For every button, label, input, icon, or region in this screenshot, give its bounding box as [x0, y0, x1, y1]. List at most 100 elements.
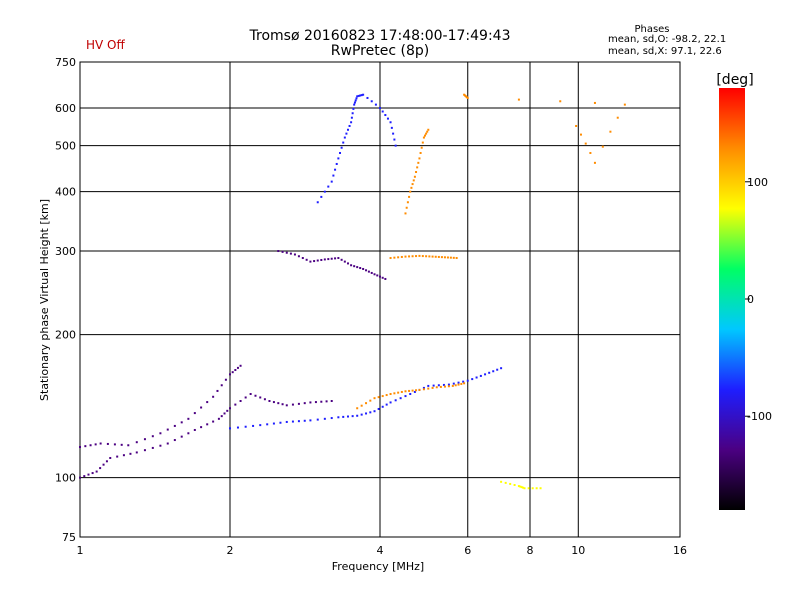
- y-tick-label: 75: [62, 531, 76, 544]
- scatter-point: [320, 258, 323, 261]
- scatter-point: [120, 443, 123, 446]
- scatter-point: [362, 267, 365, 270]
- scatter-point: [446, 256, 449, 259]
- chart-subtitle: RwPretec (8p): [331, 43, 429, 59]
- scatter-point: [79, 446, 81, 449]
- scatter-point: [488, 371, 491, 374]
- y-tick-label: 500: [55, 140, 76, 153]
- scatter-point: [351, 112, 354, 115]
- scatter-point: [460, 382, 463, 385]
- scatter-point: [426, 130, 429, 133]
- scatter-point: [303, 402, 306, 405]
- scatter-point: [517, 485, 520, 488]
- scatter-point: [389, 401, 392, 404]
- scatter-point: [353, 101, 356, 104]
- scatter-point: [422, 136, 425, 139]
- scatter-point: [340, 146, 343, 149]
- scatter-point: [229, 407, 231, 410]
- scatter-point: [252, 424, 255, 427]
- scatter-point: [422, 388, 425, 391]
- scatter-point: [455, 257, 458, 260]
- scatter-point: [413, 175, 416, 178]
- scatter-point: [342, 141, 345, 144]
- scatter-point: [413, 390, 416, 393]
- scatter-point: [350, 264, 353, 267]
- scatter-point: [360, 404, 363, 407]
- scatter-point: [517, 98, 520, 101]
- scatter-point: [350, 121, 353, 124]
- scatter-point: [127, 444, 130, 447]
- scatter-point: [325, 400, 328, 403]
- scatter-point: [389, 121, 392, 124]
- scatter-point: [224, 378, 227, 381]
- scatter-point: [374, 103, 377, 106]
- scatter-point: [353, 103, 356, 106]
- scatter-point: [377, 407, 380, 410]
- scatter-point: [359, 267, 362, 270]
- scatter-point: [365, 269, 368, 272]
- scatter-point: [223, 412, 226, 415]
- scatter-point: [509, 482, 512, 485]
- scatter-point: [212, 395, 215, 398]
- scatter-point: [397, 391, 400, 394]
- scatter-point: [216, 389, 219, 392]
- scatter-point: [406, 201, 409, 204]
- scatter-point: [393, 256, 396, 259]
- scatter-point: [346, 415, 349, 418]
- scatter-point: [616, 116, 619, 119]
- scatter-point: [457, 381, 460, 384]
- scatter-point: [342, 415, 345, 418]
- scatter-point: [272, 422, 275, 425]
- scatter-point: [431, 255, 434, 258]
- scatter-point: [427, 384, 430, 387]
- scatter-point: [323, 258, 326, 261]
- scatter-point: [369, 399, 372, 402]
- scatter-point: [99, 467, 102, 470]
- scatter-point: [285, 420, 288, 423]
- scatter-point: [394, 399, 397, 402]
- scatter-point: [305, 258, 308, 261]
- scatter-point: [440, 256, 443, 259]
- y-tick-label: 400: [55, 186, 76, 199]
- scatter-point: [345, 132, 348, 135]
- scatter-point: [500, 480, 503, 483]
- scatter-point: [337, 416, 340, 419]
- scatter-point: [353, 265, 356, 268]
- scatter-point: [314, 401, 317, 404]
- scatter-point: [289, 252, 292, 255]
- scatter-point: [348, 124, 351, 127]
- scatter-point: [173, 424, 176, 427]
- scatter-point: [399, 397, 402, 400]
- scatter-point: [335, 162, 338, 165]
- scatter-point: [106, 442, 109, 445]
- scatter-point: [457, 383, 460, 386]
- scatter-point: [330, 400, 333, 403]
- scatter-point: [385, 403, 388, 406]
- scatter-point: [437, 384, 440, 387]
- scatter-point: [435, 386, 438, 389]
- chart-title: Tromsø 20160823 17:48:00-17:49:43: [249, 28, 511, 44]
- scatter-point: [584, 142, 587, 145]
- scatter-point: [392, 132, 395, 135]
- scatter-point: [415, 389, 418, 392]
- scatter-point: [424, 134, 427, 137]
- scatter-point: [297, 420, 300, 423]
- scatter-point: [390, 126, 393, 129]
- scatter-point: [415, 255, 418, 258]
- scatter-point: [352, 107, 355, 110]
- scatter-point: [531, 487, 534, 490]
- scatter-point: [420, 146, 423, 149]
- scatter-point: [236, 426, 239, 429]
- scatter-point: [593, 101, 596, 104]
- scatter-point: [411, 183, 414, 186]
- scatter-point: [350, 116, 353, 119]
- scatter-point: [365, 402, 368, 405]
- scatter-point: [159, 444, 162, 447]
- scatter-point: [143, 438, 146, 441]
- x-tick-label: 16: [673, 544, 687, 557]
- scatter-point: [381, 276, 384, 279]
- x-tick-label: 6: [464, 544, 471, 557]
- scatter-point: [373, 397, 376, 400]
- scatter-point: [522, 486, 525, 489]
